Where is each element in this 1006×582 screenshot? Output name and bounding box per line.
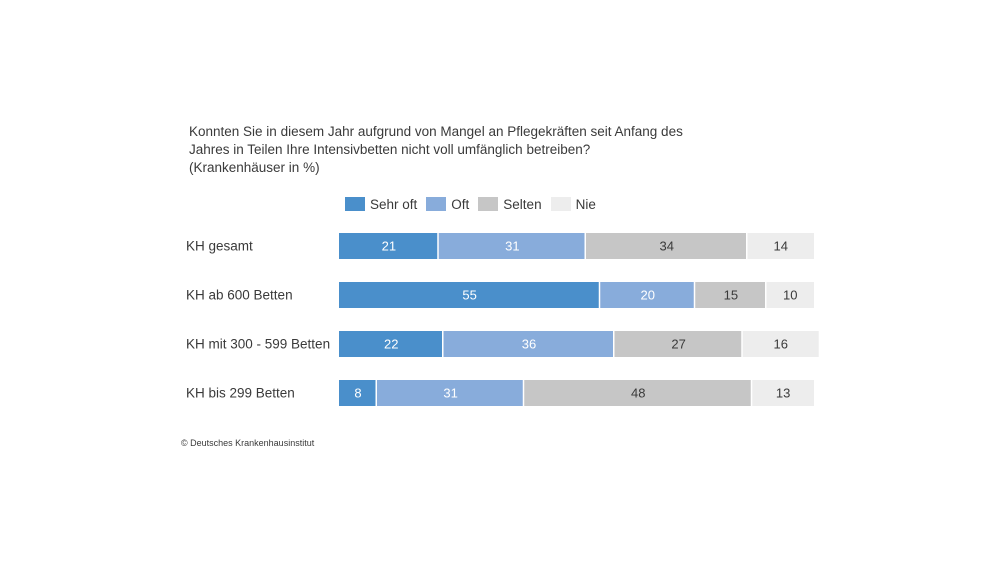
chart-title-line: Konnten Sie in diesem Jahr aufgrund von … (189, 124, 683, 139)
legend-item: Nie (550, 196, 596, 212)
chart-title-line: Jahres in Teilen Ihre Intensivbetten nic… (189, 142, 591, 157)
bar-segment (339, 331, 442, 357)
data-label: 31 (505, 239, 519, 254)
chart-title: Konnten Sie in diesem Jahr aufgrund von … (189, 123, 749, 177)
legend-label: Selten (503, 196, 542, 212)
bar-segment (742, 331, 819, 357)
chart-legend: Sehr oft Oft Selten Nie (345, 195, 605, 213)
bar-segment (438, 233, 585, 259)
bar-segment (752, 380, 814, 406)
category-label: KH bis 299 Betten (186, 386, 295, 401)
legend-label: Nie (575, 196, 596, 212)
legend-swatch (550, 197, 571, 211)
bar-segment (339, 282, 599, 308)
source-credit: © Deutsches Krankenhausinstitut (181, 438, 315, 448)
data-label: 16 (774, 337, 788, 352)
legend-item: Selten (478, 196, 542, 212)
data-label: 20 (641, 288, 655, 303)
bar-segment (339, 233, 438, 259)
data-label: 15 (724, 288, 738, 303)
bar-segment (377, 380, 523, 406)
bar-segment (695, 282, 765, 308)
data-label: 10 (783, 288, 797, 303)
legend-label: Sehr oft (370, 196, 418, 212)
bar-segment (524, 380, 751, 406)
category-label: KH gesamt (186, 239, 253, 254)
data-label: 14 (774, 239, 788, 254)
data-label: 55 (462, 288, 476, 303)
bar-segment (443, 331, 613, 357)
legend-swatch (478, 197, 499, 211)
legend-label: Oft (451, 196, 470, 212)
chart-title-line: (Krankenhäuser in %) (189, 160, 320, 175)
bar-segment (614, 331, 742, 357)
legend-item: Sehr oft (345, 197, 417, 212)
legend-swatch (345, 197, 365, 211)
legend-swatch (426, 197, 447, 211)
data-label: 13 (776, 386, 790, 401)
data-label: 36 (522, 337, 536, 352)
category-label: KH ab 600 Betten (186, 288, 293, 303)
data-label: 48 (631, 386, 645, 401)
data-label: 31 (443, 386, 457, 401)
bar-segment (600, 282, 694, 308)
bar-segment (747, 233, 814, 259)
category-label: KH mit 300 - 599 Betten (186, 337, 330, 352)
data-label: 8 (354, 386, 361, 401)
bar-segment (766, 282, 814, 308)
data-label: 34 (660, 239, 674, 254)
data-label: 21 (382, 239, 396, 254)
bar-segment (339, 380, 376, 406)
bar-segment (586, 233, 746, 259)
data-label: 27 (671, 337, 685, 352)
legend-item: Oft (426, 197, 469, 212)
data-label: 22 (384, 337, 398, 352)
